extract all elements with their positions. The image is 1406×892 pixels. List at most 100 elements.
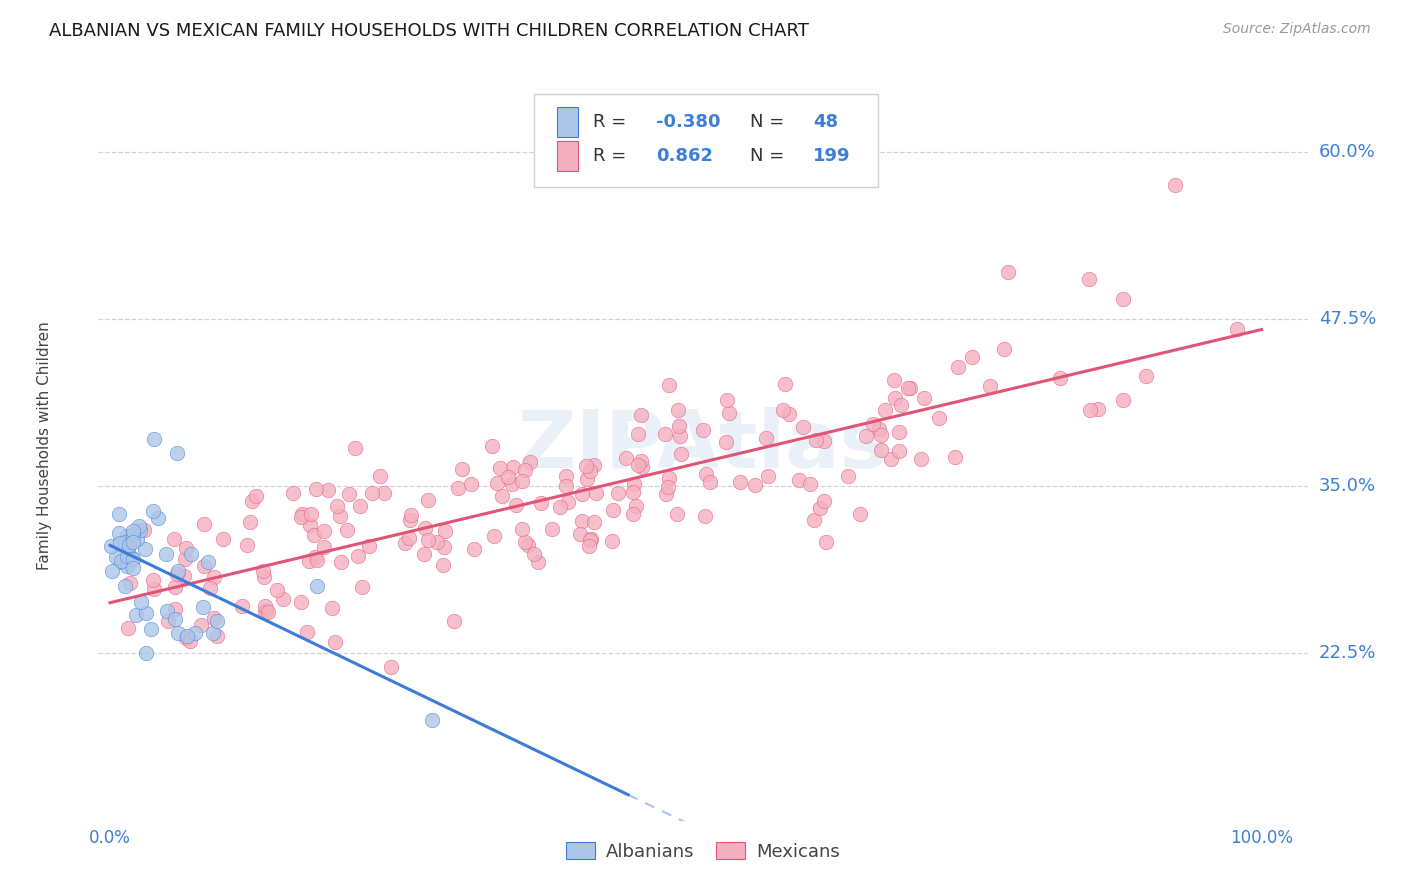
Point xyxy=(575,458,598,473)
Point xyxy=(291,507,314,521)
Text: 199: 199 xyxy=(813,147,851,165)
Point xyxy=(142,433,165,447)
Point xyxy=(481,439,503,453)
Point xyxy=(447,481,470,495)
Point xyxy=(728,475,751,490)
Point xyxy=(772,403,794,417)
Point xyxy=(554,468,576,483)
Point xyxy=(398,531,420,545)
Point xyxy=(198,581,221,595)
Point xyxy=(163,580,186,594)
Text: -0.380: -0.380 xyxy=(655,113,720,131)
Point xyxy=(910,452,932,467)
Point xyxy=(946,359,969,374)
Point xyxy=(744,477,766,491)
Point xyxy=(290,595,312,609)
FancyBboxPatch shape xyxy=(557,141,578,171)
Point xyxy=(699,475,721,489)
Point xyxy=(312,524,335,538)
Point xyxy=(295,624,318,639)
Point xyxy=(571,514,593,528)
Point xyxy=(578,539,600,553)
Point xyxy=(557,495,579,509)
Point xyxy=(460,477,482,491)
Point xyxy=(323,635,346,649)
Point xyxy=(193,516,215,531)
Point xyxy=(179,634,201,648)
Point xyxy=(165,612,187,626)
Text: N =: N = xyxy=(751,147,790,165)
Point xyxy=(883,392,905,406)
Point xyxy=(569,527,592,541)
Point xyxy=(578,533,600,547)
Point xyxy=(107,526,129,541)
Point xyxy=(887,444,910,458)
Point xyxy=(180,547,202,561)
Point xyxy=(326,499,349,513)
Point xyxy=(993,343,1015,357)
Point xyxy=(579,532,602,546)
Point xyxy=(669,429,692,443)
Point xyxy=(321,600,343,615)
Text: R =: R = xyxy=(593,113,631,131)
Point xyxy=(602,503,624,517)
Text: Family Households with Children: Family Households with Children xyxy=(37,322,52,570)
Point xyxy=(510,522,533,536)
Point xyxy=(869,443,891,458)
Point xyxy=(398,513,420,527)
Text: Source: ZipAtlas.com: Source: ZipAtlas.com xyxy=(1223,22,1371,37)
Point xyxy=(654,486,676,500)
Point xyxy=(576,472,599,486)
Point xyxy=(122,527,145,541)
Point xyxy=(433,524,456,538)
Point xyxy=(361,485,384,500)
Point xyxy=(631,459,654,474)
Point xyxy=(298,554,321,568)
Point xyxy=(155,547,177,561)
Text: 22.5%: 22.5% xyxy=(1319,644,1376,663)
Point xyxy=(756,469,779,483)
Point xyxy=(614,450,637,465)
Point xyxy=(380,659,402,673)
Point xyxy=(463,541,485,556)
Text: 35.0%: 35.0% xyxy=(1319,477,1376,495)
Point xyxy=(868,422,890,436)
Text: 0.862: 0.862 xyxy=(655,147,713,165)
Point xyxy=(668,419,690,434)
Point xyxy=(202,611,225,625)
Point xyxy=(173,569,195,583)
Point xyxy=(502,460,524,475)
Point xyxy=(307,580,329,594)
Point xyxy=(426,535,449,549)
Point xyxy=(128,523,150,537)
Point xyxy=(1135,369,1157,384)
Point xyxy=(117,529,139,543)
Point xyxy=(163,602,186,616)
Point xyxy=(1087,402,1109,417)
Point xyxy=(432,558,454,573)
Point xyxy=(290,510,312,524)
Text: 60.0%: 60.0% xyxy=(1319,143,1375,161)
Legend: Albanians, Mexicans: Albanians, Mexicans xyxy=(560,835,846,868)
Point xyxy=(174,631,197,645)
Point xyxy=(501,476,523,491)
Point xyxy=(621,507,644,521)
Point xyxy=(583,515,606,529)
Point xyxy=(862,417,884,432)
Point xyxy=(202,569,225,583)
Point xyxy=(125,608,148,623)
Point xyxy=(484,529,506,543)
Point xyxy=(236,538,259,552)
Point xyxy=(979,378,1001,392)
Point xyxy=(666,402,689,417)
Point xyxy=(117,543,139,558)
Point xyxy=(1112,292,1135,306)
Point xyxy=(352,580,374,594)
Point xyxy=(890,398,912,412)
Point xyxy=(193,559,215,574)
Point xyxy=(654,426,676,441)
Point xyxy=(110,554,132,568)
Point xyxy=(336,523,359,537)
Point xyxy=(695,467,717,481)
Point xyxy=(422,714,444,728)
